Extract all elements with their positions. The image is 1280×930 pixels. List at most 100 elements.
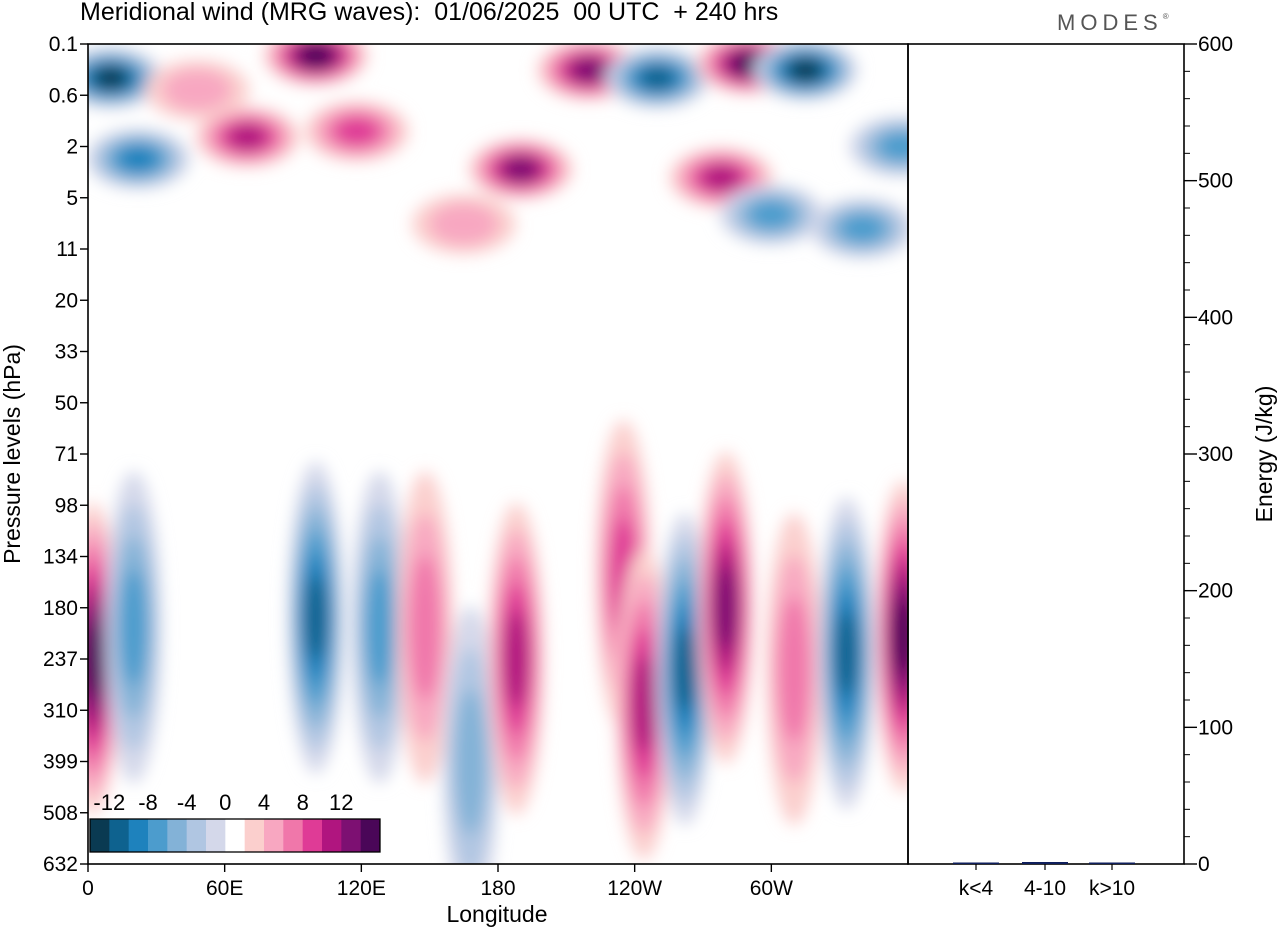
y-tick-label: 399 — [43, 751, 78, 774]
colorbar-swatch — [225, 819, 246, 852]
colorbar-frame — [89, 818, 381, 853]
heatmap-contour-18-5 — [304, 575, 328, 661]
heatmap-contour-20-2 — [409, 554, 441, 701]
colorbar-swatch — [322, 819, 342, 852]
energy-tick-label: 500 — [1198, 170, 1233, 193]
x-tick-label: 120E — [337, 877, 386, 900]
x-tick-label: 0 — [82, 877, 94, 900]
heatmap-contour-0-6 — [95, 67, 127, 90]
y-tick-label: 310 — [43, 699, 78, 722]
x-axis-title: Longitude — [446, 901, 547, 927]
energy-category-label: k<4 — [959, 877, 994, 900]
energy-panel-frame — [907, 43, 1185, 865]
y-tick-label: 632 — [43, 853, 78, 876]
heatmap-contour-9-5 — [640, 66, 675, 90]
y-tick-label: 11 — [56, 238, 78, 261]
colorbar-swatch — [360, 819, 381, 852]
energy-axis-title: Energy (J/kg) — [1251, 386, 1277, 523]
energy-tick-label: 400 — [1198, 306, 1233, 329]
y-tick-label: 50 — [55, 392, 78, 415]
heatmap-contour-25-5 — [673, 626, 697, 712]
colorbar-swatch — [264, 819, 284, 852]
heatmap-contour-8-5 — [571, 58, 607, 82]
y-tick-label: 0.6 — [49, 84, 78, 107]
y-tick-label: 2 — [66, 136, 78, 159]
energy-tick-label: 100 — [1198, 716, 1233, 739]
heatmap-contour-4-6 — [300, 44, 332, 67]
colorbar-swatch — [186, 819, 207, 852]
y-tick-label: 71 — [55, 443, 78, 466]
heatmap-contour-26-5 — [714, 565, 738, 651]
colorbar-swatch — [302, 819, 323, 852]
heatmap-contour-28-5 — [835, 611, 858, 696]
colorbar-swatch — [109, 819, 130, 852]
y-tick-label: 98 — [55, 494, 78, 517]
colorbar-label: 8 — [297, 790, 309, 815]
x-tick-label: 60W — [750, 877, 793, 900]
colorbar-swatch — [206, 819, 226, 852]
brand-logo: MODES® — [1057, 10, 1169, 36]
heatmap-contour-15-3 — [879, 132, 908, 161]
heatmap-contour-11-6 — [789, 59, 822, 82]
energy-category-label: 4-10 — [1024, 877, 1066, 900]
heatmap-field — [88, 44, 908, 864]
colorbar-swatch — [148, 819, 168, 852]
heatmap-contour-12-4 — [702, 164, 741, 191]
colorbar-label: 0 — [219, 790, 231, 815]
heatmap-contour-29-6 — [892, 598, 908, 675]
heatmap-contour-14-3 — [840, 214, 885, 243]
y-tick-label: 180 — [43, 597, 78, 620]
heatmap-contour-7-1 — [429, 203, 499, 245]
y-tick-label: 134 — [43, 546, 78, 569]
energy-bar — [1022, 862, 1068, 864]
heatmap-contour-22-4 — [503, 610, 529, 708]
colorbar-label: 4 — [258, 790, 270, 815]
chart-title: Meridional wind (MRG waves): 01/06/2025 … — [80, 0, 779, 26]
energy-bar-chart: 0 100 200 300 400 500 600 k<4 4-10 k>10 — [953, 33, 1233, 900]
colorbar-swatch — [244, 819, 265, 852]
heatmap-contour-13-3 — [749, 200, 794, 230]
colorbar-swatch — [90, 819, 110, 852]
colorbar: -12 -8 -4 0 4 8 12 — [89, 790, 381, 853]
heatmap-axes: 0.1 0.6 2 5 11 20 33 50 71 98 134 180 237 310 399 508 63… — [43, 33, 793, 900]
heatmap-contour-2-1 — [163, 69, 232, 111]
x-tick-label: 60E — [206, 877, 243, 900]
colorbar-swatch — [128, 819, 149, 852]
y-axis-title: Pressure levels (hPa) — [0, 344, 25, 564]
brand-name: MODES — [1057, 10, 1163, 35]
y-tick-label: 508 — [43, 802, 78, 825]
y-tick-label: 237 — [43, 648, 78, 671]
heatmap-contour-5-3 — [334, 117, 379, 146]
y-tick-label: 20 — [55, 289, 78, 312]
energy-bar — [953, 862, 999, 864]
heatmap-contour-6-5 — [503, 157, 538, 181]
energy-tick-label: 600 — [1198, 33, 1233, 56]
heatmap-contour-21-2 — [454, 689, 487, 835]
x-tick-label: 180 — [480, 877, 515, 900]
y-tick-label: 5 — [66, 187, 78, 210]
heatmap-contour-3-4 — [228, 124, 267, 150]
colorbar-swatch — [283, 819, 304, 852]
heatmap-contour-1-4 — [119, 146, 158, 172]
colorbar-label: -12 — [93, 790, 125, 815]
colorbar-swatch — [341, 819, 362, 852]
x-tick-label: 120W — [607, 877, 662, 900]
heatmap-contour-17-3 — [119, 569, 148, 686]
brand-registered-mark: ® — [1162, 12, 1169, 21]
energy-category-label: k>10 — [1089, 877, 1135, 900]
colorbar-label: 12 — [329, 790, 353, 815]
energy-tick-label: 300 — [1198, 443, 1233, 466]
colorbar-swatch — [167, 819, 188, 852]
heatmap-contours — [88, 44, 908, 864]
energy-bar — [1089, 862, 1135, 864]
energy-tick-label: 200 — [1198, 580, 1233, 603]
y-tick-label: 33 — [55, 341, 78, 364]
y-tick-label: 0.1 — [49, 33, 78, 56]
energy-tick-label: 0 — [1198, 853, 1210, 876]
heatmap-contour-16-6 — [88, 621, 104, 697]
heatmap-contour-27-2 — [778, 596, 810, 742]
heatmap-contour-19-3 — [365, 569, 394, 686]
colorbar-label: -4 — [177, 790, 197, 815]
colorbar-label: -8 — [138, 790, 158, 815]
